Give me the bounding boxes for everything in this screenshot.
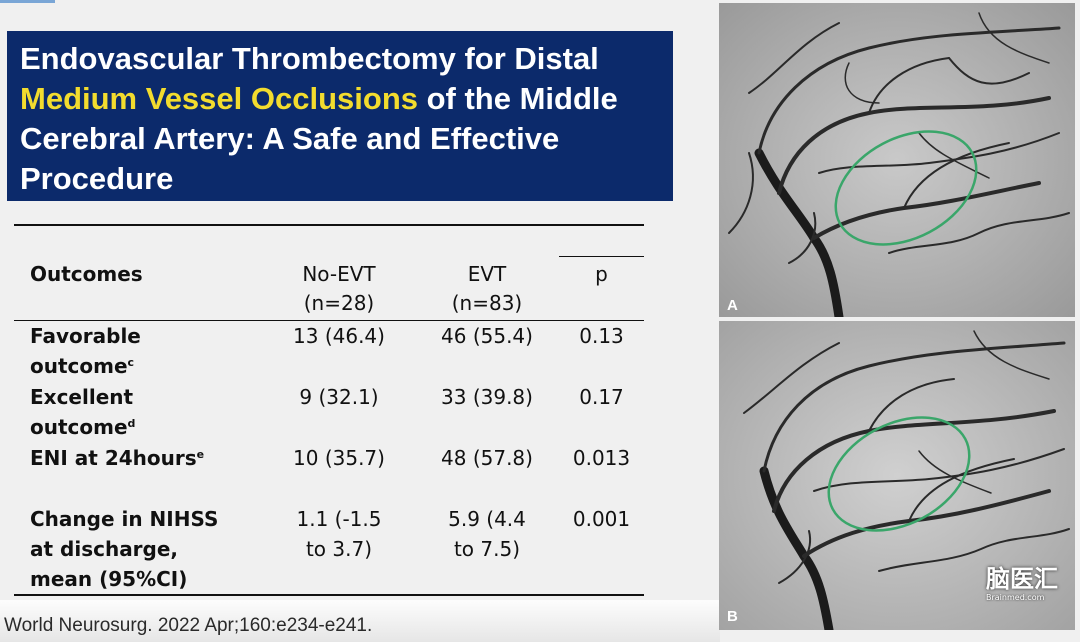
title-line-2-rest: of the Middle <box>418 81 618 116</box>
row-excellent-label: Excellent <box>30 382 133 412</box>
row-nihss-label-3: mean (95%CI) <box>30 567 188 591</box>
table-bottom-rule <box>14 594 644 596</box>
row-favorable-p: 0.13 <box>579 324 624 348</box>
watermark-sub: Brainmed.com <box>986 593 1045 602</box>
roi-ellipse-a <box>834 130 978 246</box>
row-eni-evt: 48 (57.8) <box>441 446 533 470</box>
footnote-marker: d <box>127 417 136 430</box>
row-label-line: Favorable <box>30 324 141 348</box>
outcomes-table: Outcomes No-EVT (n=28) EVT (n=83) p Favo… <box>14 0 644 642</box>
header-evt-n: (n=83) <box>451 291 523 315</box>
row-nihss-no-evt-2: to 3.7) <box>305 537 373 561</box>
panel-b-label: B <box>727 608 738 625</box>
row-excellent-evt: 33 (39.8) <box>441 385 533 409</box>
header-no-evt-n: (n=28) <box>303 291 375 315</box>
citation: World Neurosurg. 2022 Apr;160:e234-e241. <box>4 615 373 636</box>
p-header-rule <box>559 256 644 257</box>
title-line-3: Cerebral Artery: A Safe and Effective <box>20 121 560 156</box>
row-nihss-no-evt-1: 1.1 (-1.5 <box>296 507 382 531</box>
angiogram-a-image <box>719 3 1075 317</box>
header-no-evt: No-EVT <box>302 262 376 286</box>
panel-a-label: A <box>727 297 738 314</box>
row-label-line: outcome <box>30 354 128 378</box>
title-line-1: Endovascular Thrombectomy for Distal <box>20 41 599 76</box>
row-excellent-label-2: outcomed <box>30 412 135 442</box>
row-nihss-evt-1: 5.9 (4.4 <box>448 507 526 531</box>
angiogram-panel-a: A <box>719 3 1075 317</box>
header-outcomes: Outcomes <box>30 262 143 286</box>
watermark-logo: 脑医汇 Brainmed.com <box>978 557 1068 607</box>
footnote-marker: c <box>127 356 135 369</box>
header-p: p <box>595 262 608 286</box>
row-excellent-p: 0.17 <box>579 385 624 409</box>
row-label-line: ENI at 24hours <box>30 446 197 470</box>
title-banner: Endovascular Thrombectomy for Distal Med… <box>7 31 673 201</box>
row-eni-label: ENI at 24hourse <box>30 443 204 473</box>
title-highlight: Medium Vessel Occlusions <box>20 81 418 116</box>
angiogram-b-image <box>719 321 1075 630</box>
row-nihss-label-2: at discharge, <box>30 537 179 561</box>
row-favorable-label: Favorable <box>30 321 141 351</box>
row-favorable-label-2: outcomec <box>30 351 134 381</box>
roi-ellipse-b <box>827 416 971 532</box>
table-top-rule <box>14 224 644 226</box>
watermark-main: 脑医汇 <box>986 565 1058 593</box>
row-nihss-p: 0.001 <box>572 507 631 531</box>
header-bottom-rule <box>14 320 644 321</box>
footer-shade <box>0 600 720 642</box>
row-favorable-no-evt: 13 (46.4) <box>293 324 385 348</box>
slide-title: Endovascular Thrombectomy for Distal Med… <box>20 39 665 199</box>
row-nihss-label-1: Change in NIHSS <box>30 507 219 531</box>
row-label-line: Excellent <box>30 385 134 409</box>
row-eni-no-evt: 10 (35.7) <box>293 446 385 470</box>
header-evt: EVT <box>467 262 507 286</box>
top-accent-line <box>0 0 55 3</box>
row-excellent-no-evt: 9 (32.1) <box>299 385 379 409</box>
row-eni-p: 0.013 <box>572 446 631 470</box>
row-label-line: outcome <box>30 415 128 439</box>
footnote-marker: e <box>196 448 205 461</box>
row-nihss-evt-2: to 7.5) <box>453 537 521 561</box>
angiogram-panel-b: B <box>719 321 1075 630</box>
row-favorable-evt: 46 (55.4) <box>441 324 533 348</box>
title-line-4: Procedure <box>20 161 174 196</box>
